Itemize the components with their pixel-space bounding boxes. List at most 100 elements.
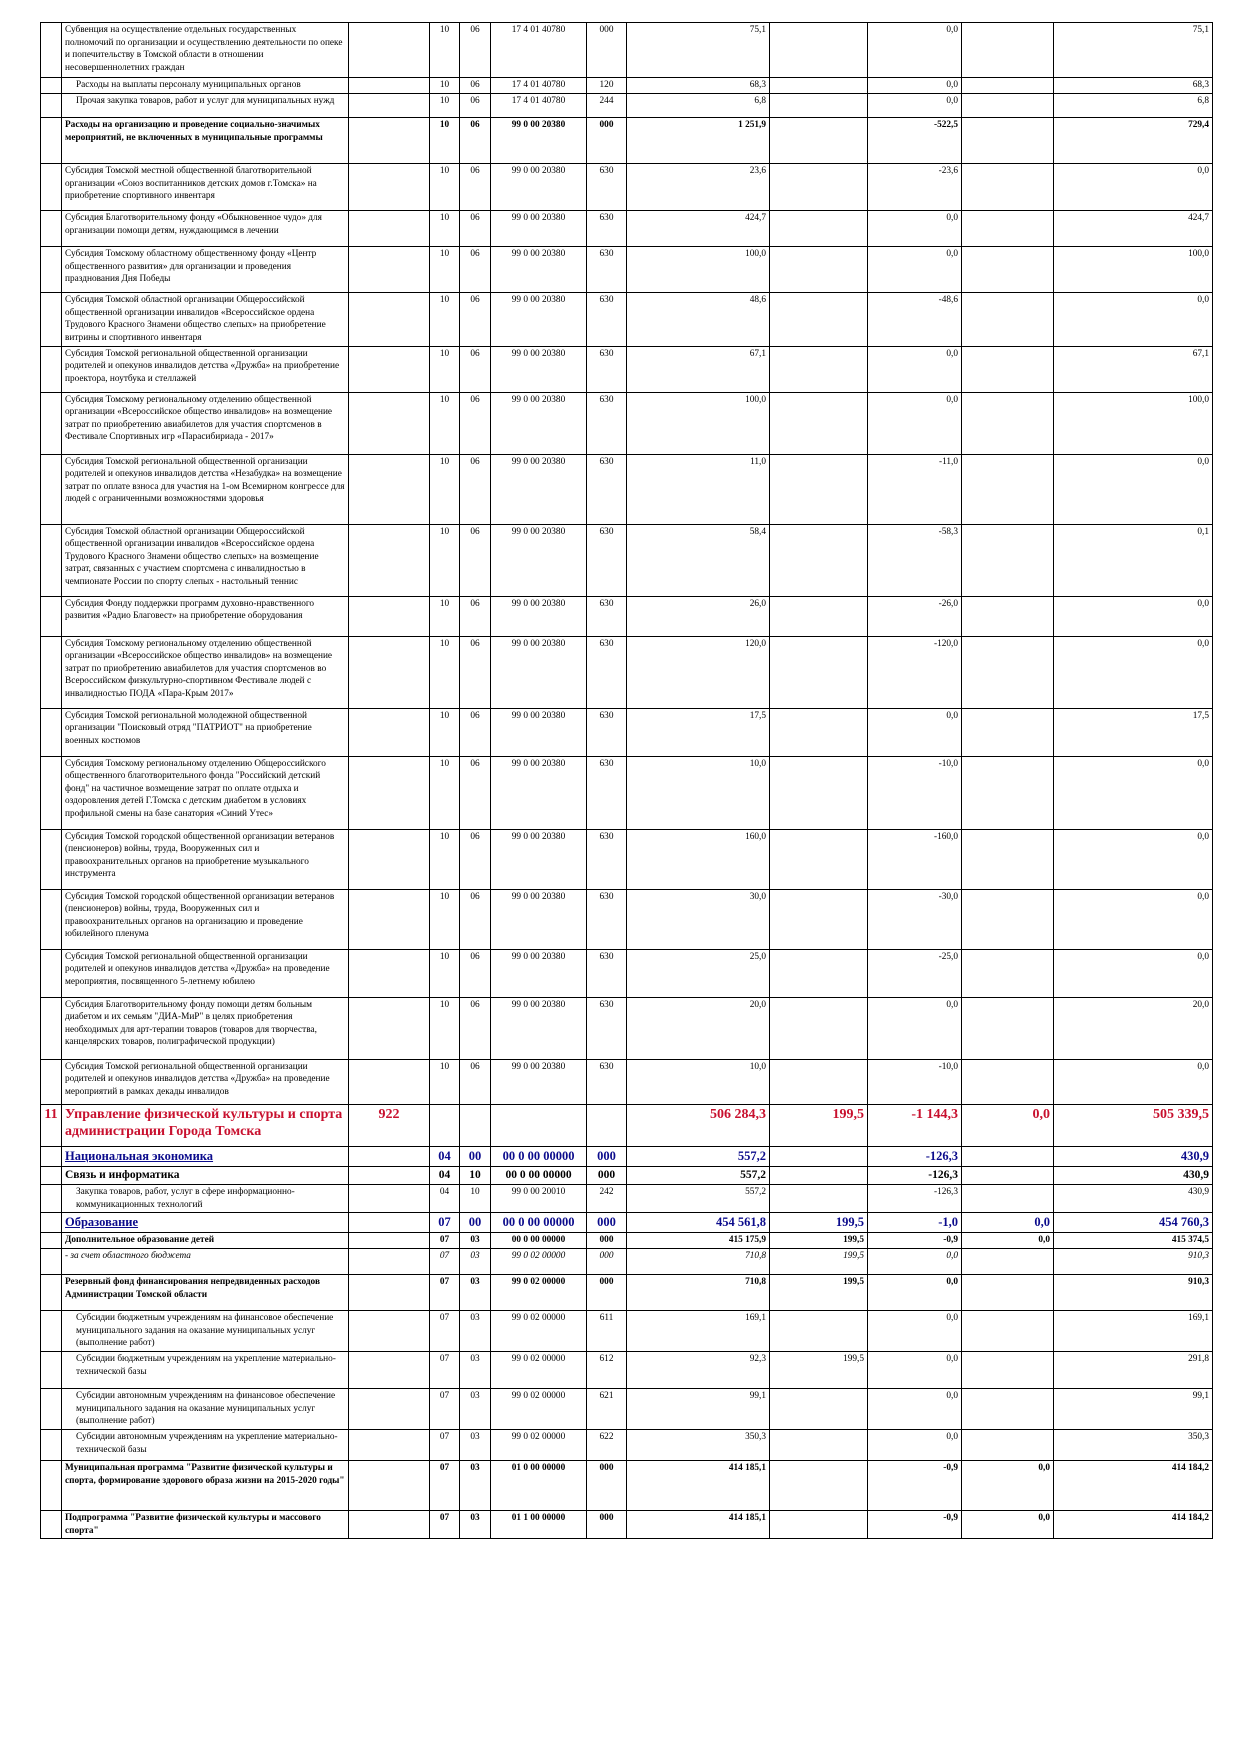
cell-v5: 0,0 bbox=[1053, 1058, 1213, 1105]
cell-rz: 10 bbox=[429, 707, 460, 757]
cell-v3: 0,0 bbox=[867, 77, 962, 94]
cell-v3: 0,0 bbox=[867, 210, 962, 247]
cell-pr: 06 bbox=[459, 755, 491, 830]
cell-vr: 242 bbox=[586, 1184, 627, 1214]
cell-csr: 99 0 00 20380 bbox=[490, 210, 587, 247]
cell-name: Подпрограмма "Развитие физической культу… bbox=[61, 1509, 349, 1540]
cell-pr: 06 bbox=[459, 828, 491, 890]
cell-csr: 99 0 00 20380 bbox=[490, 1058, 587, 1105]
cell-v2 bbox=[769, 1509, 868, 1540]
cell-v1: 10,0 bbox=[626, 755, 770, 830]
cell-vr: 630 bbox=[586, 163, 627, 211]
cell-pr: 06 bbox=[459, 163, 491, 211]
cell-csr: 17 4 01 40780 bbox=[490, 93, 587, 118]
cell-v5: 729,4 bbox=[1053, 117, 1213, 164]
cell-rz: 10 bbox=[429, 1058, 460, 1105]
cell-v3: -160,0 bbox=[867, 828, 962, 890]
cell-num bbox=[40, 635, 62, 709]
cell-csr: 99 0 00 20380 bbox=[490, 391, 587, 455]
cell-name: Муниципальная программа "Развитие физиче… bbox=[61, 1459, 349, 1511]
cell-v2 bbox=[769, 345, 868, 393]
cell-v1: 160,0 bbox=[626, 828, 770, 890]
cell-csr: 99 0 00 20380 bbox=[490, 292, 587, 347]
cell-v2 bbox=[769, 755, 868, 830]
cell-v3: -1 144,3 bbox=[867, 1103, 962, 1147]
cell-num bbox=[40, 163, 62, 211]
cell-v3: -120,0 bbox=[867, 635, 962, 709]
cell-v1: 454 561,8 bbox=[626, 1212, 770, 1234]
cell-name: Субсидия Томскому региональному отделени… bbox=[61, 391, 349, 455]
cell-rz: 07 bbox=[429, 1428, 460, 1461]
cell-num bbox=[40, 828, 62, 890]
cell-v1: 414 185,1 bbox=[626, 1459, 770, 1511]
table-row: Национальная экономика 04 00 00 0 00 00000 0… bbox=[40, 1145, 1213, 1167]
cell-csr: 99 0 02 00000 bbox=[490, 1351, 587, 1390]
cell-v4 bbox=[961, 1351, 1054, 1390]
table-row: Связь и информатика 04 10 00 0 00 00000 000 5… bbox=[40, 1165, 1213, 1186]
cell-v4 bbox=[961, 292, 1054, 347]
cell-v2 bbox=[769, 523, 868, 597]
cell-csr: 99 0 00 20380 bbox=[490, 828, 587, 890]
cell-v4 bbox=[961, 1145, 1054, 1167]
cell-code bbox=[348, 1388, 430, 1430]
cell-code bbox=[348, 707, 430, 757]
cell-code bbox=[348, 1310, 430, 1353]
cell-v2 bbox=[769, 996, 868, 1060]
cell-v4 bbox=[961, 707, 1054, 757]
cell-num bbox=[40, 707, 62, 757]
cell-pr: 00 bbox=[459, 1212, 491, 1234]
cell-pr: 06 bbox=[459, 1058, 491, 1105]
cell-v1: 17,5 bbox=[626, 707, 770, 757]
cell-v3: -126,3 bbox=[867, 1165, 962, 1186]
cell-name: - за счет областного бюджета bbox=[61, 1248, 349, 1276]
cell-num bbox=[40, 246, 62, 293]
cell-num bbox=[40, 1145, 62, 1167]
table-row: Субсидия Томской местной общественной бл… bbox=[40, 163, 1213, 211]
cell-csr: 99 0 02 00000 bbox=[490, 1274, 587, 1312]
cell-v3: -0,9 bbox=[867, 1509, 962, 1540]
cell-rz: 10 bbox=[429, 77, 460, 94]
cell-v3: -126,3 bbox=[867, 1145, 962, 1167]
cell-num bbox=[40, 1058, 62, 1105]
cell-v1: 120,0 bbox=[626, 635, 770, 709]
cell-pr: 03 bbox=[459, 1351, 491, 1390]
cell-rz: 07 bbox=[429, 1274, 460, 1312]
cell-v1: 100,0 bbox=[626, 391, 770, 455]
cell-num bbox=[40, 453, 62, 525]
cell-name: Связь и информатика bbox=[61, 1165, 349, 1186]
cell-vr: 244 bbox=[586, 93, 627, 118]
cell-v5: 0,0 bbox=[1053, 828, 1213, 890]
cell-v4: 0,0 bbox=[961, 1509, 1054, 1540]
cell-pr: 03 bbox=[459, 1459, 491, 1511]
cell-v5: 291,8 bbox=[1053, 1351, 1213, 1390]
cell-v4 bbox=[961, 246, 1054, 293]
cell-num: 11 bbox=[40, 1103, 62, 1147]
cell-v1: 30,0 bbox=[626, 888, 770, 950]
cell-pr: 03 bbox=[459, 1232, 491, 1250]
cell-v5: 0,0 bbox=[1053, 595, 1213, 637]
cell-v2 bbox=[769, 292, 868, 347]
table-row: Субсидия Томской региональной общественн… bbox=[40, 345, 1213, 393]
cell-pr: 06 bbox=[459, 345, 491, 393]
cell-v4 bbox=[961, 1388, 1054, 1430]
cell-v5: 414 184,2 bbox=[1053, 1509, 1213, 1540]
cell-v1: 557,2 bbox=[626, 1145, 770, 1167]
cell-v5: 99,1 bbox=[1053, 1388, 1213, 1430]
cell-vr: 000 bbox=[586, 22, 627, 78]
cell-name: Субсидия Томской городской общественной … bbox=[61, 828, 349, 890]
cell-vr: 000 bbox=[586, 1274, 627, 1312]
cell-num bbox=[40, 77, 62, 94]
cell-v4 bbox=[961, 1165, 1054, 1186]
cell-csr: 99 0 00 20380 bbox=[490, 707, 587, 757]
cell-code bbox=[348, 1459, 430, 1511]
cell-v3: 0,0 bbox=[867, 1428, 962, 1461]
cell-rz: 10 bbox=[429, 635, 460, 709]
cell-code bbox=[348, 523, 430, 597]
table-row: Расходы на выплаты персоналу муниципальн… bbox=[40, 77, 1213, 94]
cell-vr: 630 bbox=[586, 755, 627, 830]
cell-csr: 99 0 00 20380 bbox=[490, 996, 587, 1060]
cell-v5: 75,1 bbox=[1053, 22, 1213, 78]
cell-name: Субсидии бюджетным учреждениям на финанс… bbox=[61, 1310, 349, 1353]
cell-code bbox=[348, 1145, 430, 1167]
table-row: Субсидия Томской областной организации О… bbox=[40, 523, 1213, 597]
